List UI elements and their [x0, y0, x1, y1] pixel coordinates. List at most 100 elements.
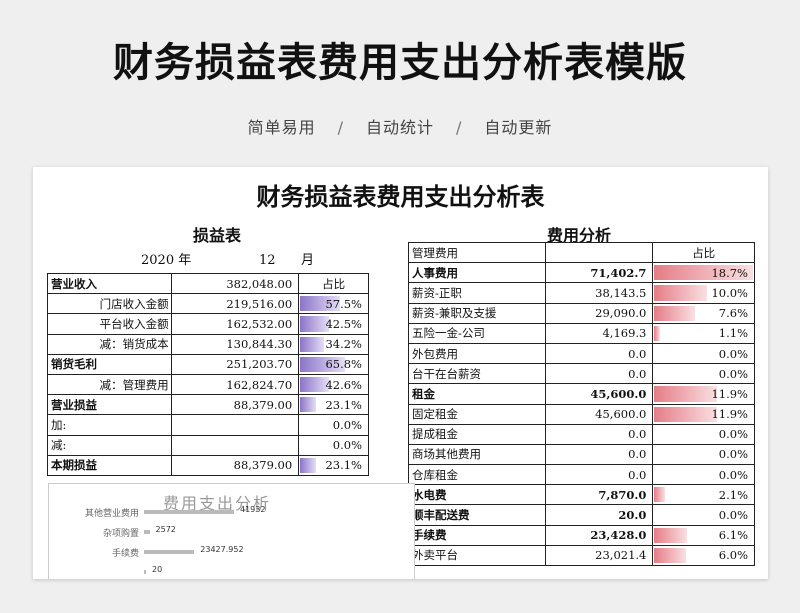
table-row: 营业损益 88,379.00 23.1% — [47, 394, 369, 416]
row-label: 固定租金 — [408, 403, 546, 425]
table-row: 减: 0.0% — [47, 434, 369, 456]
ratio-value: 23.1% — [325, 397, 362, 412]
row-label: 外包费用 — [408, 342, 546, 365]
ratio-bar — [654, 285, 708, 301]
table-row: 平台收入金额 162,532.00 42.5% — [47, 313, 369, 335]
feature-2: 自动统计 — [365, 118, 434, 137]
mini-chart-bar — [144, 550, 195, 554]
mini-chart-value: 41932 — [240, 505, 266, 514]
ratio-value: 7.6% — [718, 306, 748, 321]
table-row: 固定租金 45,600.0 11.9% — [408, 403, 755, 425]
table-row: 水电费 7,870.0 2.1% — [408, 484, 755, 506]
sheet-title: 财务损益表费用支出分析表 — [256, 182, 545, 211]
table-row: 仓库租金 0.0 0.0% — [408, 464, 755, 486]
row-label: 本期损益 — [47, 454, 172, 476]
row-value: 0.0 — [544, 423, 654, 445]
ratio-value: 0.0% — [718, 427, 748, 442]
row-label: 薪资-兼职及支援 — [408, 302, 546, 324]
ratio-value: 34.2% — [325, 337, 362, 352]
row-value: 88,379.00 — [170, 394, 300, 416]
ratio-value: 18.7% — [711, 265, 748, 280]
ratio-cell: 0.0% — [652, 363, 755, 385]
ratio-bar — [654, 386, 718, 402]
ratio-bar — [300, 397, 317, 413]
row-value: 20.0 — [544, 504, 654, 526]
ratio-value: 0.0% — [718, 508, 748, 523]
row-value: 88,379.00 — [170, 454, 300, 476]
separator: / — [337, 118, 344, 137]
row-label: 台干在台薪资 — [408, 363, 546, 385]
mini-chart-bar — [144, 530, 150, 534]
ratio-value: 23.1% — [325, 458, 362, 473]
ratio-bar — [654, 305, 695, 321]
ratio-bar — [300, 376, 330, 393]
ratio-header: 占比 — [652, 241, 755, 264]
row-value: 4,169.3 — [544, 322, 654, 344]
row-value — [170, 414, 300, 436]
table-row: 本期损益 88,379.00 23.1% — [47, 454, 369, 476]
ratio-bar — [654, 547, 687, 563]
table-row: 减：销货成本 130,844.30 34.2% — [47, 333, 369, 355]
ratio-bar — [300, 336, 324, 352]
ratio-cell: 6.1% — [652, 524, 755, 546]
table-row: 商场其他费用 0.0 0.0% — [408, 443, 755, 466]
ratio-cell: 65.8% — [298, 353, 369, 375]
ratio-cell: 0.0% — [652, 464, 755, 486]
table-row: 管理费用 占比 — [408, 241, 755, 264]
table-row: 台干在台薪资 0.0 0.0% — [408, 363, 755, 385]
table-row: 外卖平台 23,021.4 6.0% — [408, 544, 755, 567]
mini-chart-value: 23427.952 — [200, 545, 244, 554]
row-label: 外卖平台 — [408, 544, 546, 567]
ratio-cell: 0.0% — [652, 342, 755, 365]
ratio-bar — [300, 356, 346, 372]
ratio-cell: 23.1% — [298, 394, 369, 416]
row-label: 门店收入金额 — [47, 293, 172, 315]
row-label: 营业损益 — [47, 394, 172, 416]
ratio-value: 6.1% — [718, 528, 748, 543]
period-row: 2020 年 12 月 — [141, 249, 314, 268]
mini-chart-category: 手续费 — [111, 549, 139, 559]
ratio-cell: 7.6% — [652, 302, 755, 324]
ratio-value: 0.0% — [332, 417, 362, 432]
ratio-cell: 18.7% — [652, 262, 755, 284]
ratio-value: 10.0% — [711, 285, 748, 300]
mini-chart-category: 杂项购置 — [102, 529, 139, 539]
row-label: 平台收入金额 — [47, 313, 172, 335]
ratio-bar — [300, 296, 340, 312]
row-value: 29,090.0 — [544, 302, 654, 324]
mini-chart-category: 其他营业费用 — [84, 509, 139, 519]
feature-1: 简单易用 — [247, 118, 316, 137]
table-row: 营业收入 382,048.00 占比 — [47, 272, 369, 295]
row-label: 销货毛利 — [47, 353, 172, 375]
page-title: 财务损益表费用支出分析表模版 — [113, 40, 687, 86]
ratio-value: 65.8% — [325, 357, 362, 372]
table-row: 门店收入金额 219,516.00 57.5% — [47, 293, 369, 315]
row-label: 减: — [47, 434, 172, 456]
ratio-cell: 34.2% — [298, 333, 369, 355]
ratio-bar — [300, 457, 317, 473]
ratio-cell: 0.0% — [298, 414, 369, 436]
row-value: 38,143.5 — [544, 282, 654, 304]
ratio-value: 42.5% — [325, 316, 362, 331]
row-value: 0.0 — [544, 342, 654, 365]
separator: / — [456, 118, 463, 137]
row-label: 五险一金-公司 — [408, 322, 546, 344]
ratio-cell: 1.1% — [652, 322, 755, 344]
year-label: 2020 年 — [141, 253, 192, 268]
ratio-cell: 42.5% — [298, 313, 369, 335]
ratio-cell: 42.6% — [298, 373, 369, 396]
ratio-value: 11.9% — [711, 386, 748, 401]
row-value: 23,428.0 — [544, 524, 654, 546]
table-row: 外包费用 0.0 0.0% — [408, 342, 755, 365]
row-label: 商场其他费用 — [408, 443, 546, 466]
row-label: 仓库租金 — [408, 464, 546, 486]
ratio-cell: 0.0% — [652, 443, 755, 466]
ratio-cell: 0.0% — [652, 504, 755, 526]
expense-table: 管理费用 占比 人事费用 71,402.7 18.7% 薪资-正职 38,143.5 10… — [408, 241, 755, 567]
ratio-value: 2.1% — [718, 487, 748, 502]
expense-header-value — [544, 241, 654, 264]
ratio-cell: 2.1% — [652, 484, 755, 506]
ratio-value: 57.5% — [325, 296, 362, 311]
row-value: 23,021.4 — [544, 544, 654, 567]
table-row: 顺丰配送费 20.0 0.0% — [408, 504, 755, 526]
